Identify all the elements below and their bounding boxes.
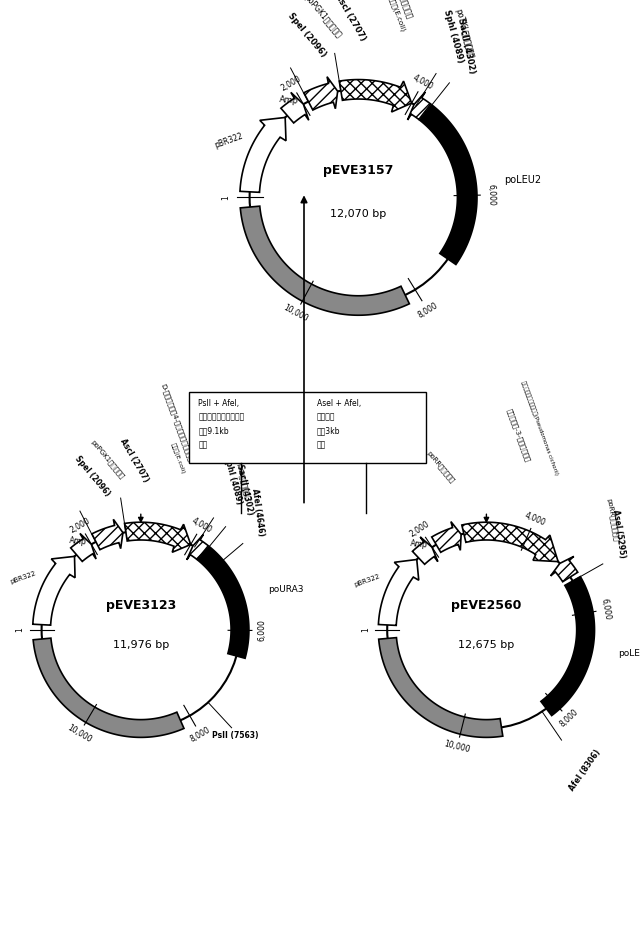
Text: pBR322: pBR322	[214, 132, 244, 150]
Text: pEVE3123: pEVE3123	[106, 599, 176, 612]
Polygon shape	[125, 523, 191, 553]
Text: poRRターミネータ: poRRターミネータ	[606, 497, 620, 541]
Text: AscI (2707): AscI (2707)	[118, 437, 150, 483]
Text: poARS: poARS	[307, 256, 335, 276]
Text: Amp: Amp	[410, 540, 428, 550]
Polygon shape	[33, 556, 75, 625]
Text: SpeI (2096): SpeI (2096)	[73, 454, 112, 498]
Polygon shape	[304, 77, 338, 110]
Text: AscI (2707): AscI (2707)	[333, 0, 367, 42]
Polygon shape	[379, 637, 503, 737]
Polygon shape	[432, 522, 461, 553]
Text: poTKLターミネータ: poTKLターミネータ	[454, 8, 476, 59]
Polygon shape	[550, 556, 578, 582]
Text: 10,000: 10,000	[282, 304, 310, 324]
Text: poLEU2: poLEU2	[504, 175, 541, 184]
Text: 単雦3kb: 単雦3kb	[317, 427, 340, 436]
Text: 平滑化、: 平滑化、	[317, 413, 335, 422]
Text: 8,000: 8,000	[416, 301, 439, 320]
Text: 1: 1	[361, 627, 370, 633]
Text: SpeI (2096): SpeI (2096)	[285, 10, 328, 58]
Text: SacII (4302): SacII (4302)	[235, 462, 255, 515]
Text: poLEU2: poLEU2	[618, 649, 640, 658]
Text: Amp: Amp	[279, 95, 299, 106]
Text: 12,675 bp: 12,675 bp	[458, 639, 515, 650]
FancyBboxPatch shape	[189, 392, 426, 462]
Text: PsII + AfeI,: PsII + AfeI,	[198, 399, 239, 408]
Text: poURA3: poURA3	[268, 585, 304, 594]
Polygon shape	[412, 537, 438, 564]
Text: 大腸菌(E.coli): 大腸菌(E.coli)	[170, 442, 187, 475]
Polygon shape	[462, 523, 558, 561]
Text: 6,000: 6,000	[486, 184, 496, 206]
Text: 断片: 断片	[198, 441, 207, 450]
Text: 10,000: 10,000	[443, 739, 471, 754]
Text: poTKLターミネータ: poTKLターミネータ	[232, 454, 251, 501]
Polygon shape	[70, 533, 96, 561]
Text: D-アラビトール4-オキシドレダクターゼ: D-アラビトール4-オキシドレダクターゼ	[375, 0, 415, 20]
Text: タガトース-3-エピメラーゼ: タガトース-3-エピメラーゼ	[506, 408, 531, 463]
Text: poPGK1プロモータ: poPGK1プロモータ	[90, 439, 126, 480]
Polygon shape	[541, 576, 595, 715]
Text: 4,000: 4,000	[523, 511, 547, 528]
Polygon shape	[92, 519, 123, 550]
Text: 単雦9.1kb: 単雦9.1kb	[198, 427, 229, 436]
Text: poARS: poARS	[92, 681, 118, 701]
Text: 2,000: 2,000	[68, 516, 92, 535]
Text: poRRプロモータ: poRRプロモータ	[425, 449, 456, 484]
Text: 6,000: 6,000	[600, 598, 612, 621]
Text: 2,000: 2,000	[280, 74, 303, 93]
Text: 4,000: 4,000	[190, 516, 213, 535]
Polygon shape	[378, 559, 419, 625]
Text: Amp: Amp	[69, 536, 87, 546]
Text: SphI (4089): SphI (4089)	[442, 9, 465, 64]
Text: 1: 1	[221, 195, 230, 200]
Text: 10,000: 10,000	[65, 723, 93, 744]
Polygon shape	[281, 92, 308, 123]
Text: 平滑化、脱リン酸化、: 平滑化、脱リン酸化、	[198, 413, 244, 422]
Text: 12,070 bp: 12,070 bp	[330, 209, 387, 219]
Text: シュードモナス・チコリ(Pseudomonas cichorii): シュードモナス・チコリ(Pseudomonas cichorii)	[520, 380, 559, 476]
Text: pEVE3157: pEVE3157	[323, 164, 394, 177]
Text: 8,000: 8,000	[189, 726, 212, 744]
Text: 4,000: 4,000	[412, 73, 435, 91]
Polygon shape	[33, 638, 184, 737]
Text: pBR322: pBR322	[354, 572, 381, 588]
Polygon shape	[339, 80, 412, 112]
Text: 2,000: 2,000	[408, 519, 431, 539]
Text: D-アラビトール4-オキシドレダクターゼ: D-アラビトール4-オキシドレダクターゼ	[159, 384, 193, 463]
Text: 11,976 bp: 11,976 bp	[113, 639, 169, 650]
Polygon shape	[420, 105, 477, 264]
Text: 大腸菌(E.coli): 大腸菌(E.coli)	[387, 0, 406, 32]
Text: SacII (4302): SacII (4302)	[456, 17, 477, 74]
Text: 断片: 断片	[317, 441, 326, 450]
Text: pEVE2560: pEVE2560	[451, 599, 522, 612]
Text: AfeI (8306): AfeI (8306)	[567, 748, 602, 792]
Text: pBR322: pBR322	[9, 571, 36, 585]
Text: 6,000: 6,000	[257, 619, 266, 641]
Text: 1: 1	[15, 627, 24, 633]
Text: AfeI (4646): AfeI (4646)	[250, 488, 266, 537]
Text: SphI (4089): SphI (4089)	[221, 455, 243, 506]
Text: 8,000: 8,000	[557, 708, 580, 729]
Polygon shape	[408, 92, 431, 120]
Polygon shape	[198, 546, 249, 658]
Text: poARS: poARS	[431, 677, 457, 697]
Text: AseI + AfeI,: AseI + AfeI,	[317, 399, 361, 408]
Text: AseI (5295): AseI (5295)	[611, 509, 627, 559]
Polygon shape	[187, 535, 208, 560]
Text: poPGK1プロモータ: poPGK1プロモータ	[303, 0, 344, 39]
Polygon shape	[240, 206, 410, 315]
Text: PsII (7563): PsII (7563)	[212, 731, 258, 741]
Polygon shape	[240, 118, 286, 193]
